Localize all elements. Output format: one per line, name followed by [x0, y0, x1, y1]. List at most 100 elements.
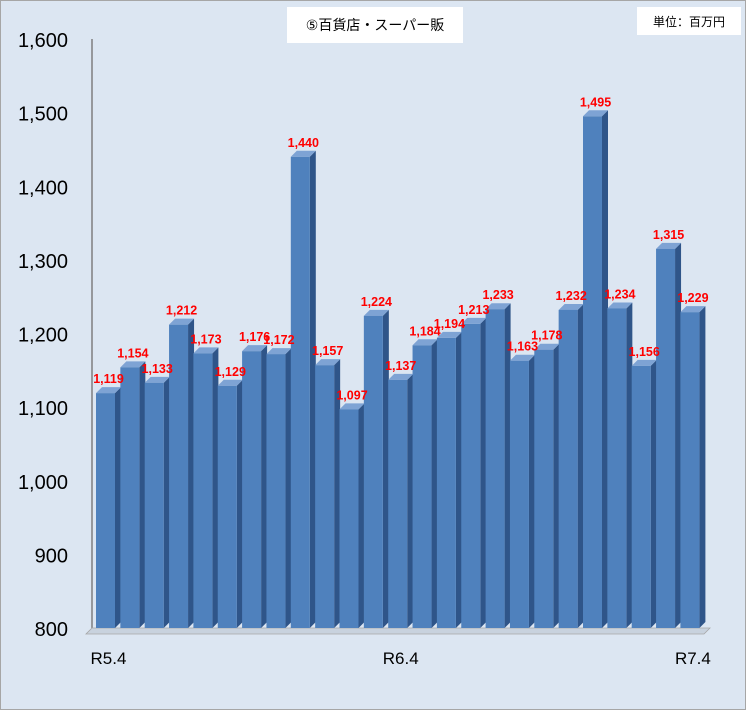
bar-top — [656, 242, 682, 249]
bar-side — [699, 306, 706, 628]
data-label: 1,097 — [336, 388, 367, 402]
bar-side — [236, 379, 243, 628]
data-label: 1,229 — [677, 291, 708, 305]
bar — [388, 379, 408, 628]
chart-title: ⑤百貨店・スーパー販 — [287, 7, 463, 43]
bar — [534, 349, 554, 628]
bar-top — [534, 343, 560, 350]
y-tick-label: 1,300 — [18, 251, 68, 273]
bar-side — [285, 348, 292, 628]
bar — [193, 353, 213, 628]
bar-side — [358, 403, 365, 628]
bar-side — [504, 303, 511, 628]
bar-side — [480, 317, 487, 628]
y-tick-label: 1,400 — [18, 177, 68, 199]
bar-top — [558, 303, 584, 310]
bar-side — [528, 354, 535, 628]
data-label: 1,495 — [580, 95, 611, 109]
bar-top — [412, 339, 438, 346]
data-label: 1,232 — [556, 289, 587, 303]
data-label: 1,129 — [215, 365, 246, 379]
data-label: 1,315 — [653, 228, 684, 242]
bar-top — [120, 361, 146, 368]
data-label: 1,156 — [629, 345, 660, 359]
bar-top — [96, 387, 121, 394]
y-tick-label: 1,600 — [18, 30, 68, 52]
bar-side — [577, 303, 584, 628]
data-label: 1,213 — [458, 303, 489, 317]
x-tick-label: R7.4 — [675, 649, 711, 668]
data-label: 1,178 — [531, 329, 562, 343]
data-label: 1,440 — [288, 136, 319, 150]
bar-top — [583, 110, 608, 117]
data-label: 1,157 — [312, 344, 343, 358]
bar-top — [485, 303, 511, 310]
bar-side — [163, 376, 170, 628]
bar — [363, 315, 383, 628]
bar-side — [675, 242, 682, 629]
bar — [631, 365, 651, 628]
bar-top — [242, 345, 268, 352]
bar — [485, 309, 505, 628]
bar-side — [407, 373, 414, 628]
bar-side — [139, 361, 146, 628]
bar-side — [626, 302, 633, 628]
bar — [607, 308, 627, 628]
y-tick-label: 900 — [35, 545, 68, 567]
bar — [266, 354, 286, 628]
bar-side — [650, 359, 657, 628]
y-tick-label: 1,500 — [18, 104, 68, 126]
bar-top — [315, 359, 341, 366]
bar — [290, 156, 310, 629]
bar-top — [144, 376, 170, 383]
bar — [217, 385, 237, 628]
data-label: 1,173 — [190, 332, 221, 346]
bar-side — [382, 309, 389, 628]
x-tick-label: R5.4 — [91, 649, 127, 668]
data-label: 1,137 — [385, 359, 416, 373]
y-tick-label: 1,000 — [18, 472, 68, 494]
bar-side — [455, 331, 462, 628]
bar-top — [607, 302, 633, 309]
bar — [583, 116, 602, 629]
bar-side — [334, 359, 341, 628]
chart-floor — [85, 627, 711, 635]
bar-top — [193, 347, 219, 354]
bar — [315, 365, 335, 628]
x-tick-label: R6.4 — [383, 649, 419, 668]
bar — [680, 312, 700, 628]
bar — [339, 409, 359, 628]
bar-top — [363, 309, 389, 316]
bar-side — [553, 343, 560, 628]
bar — [461, 323, 481, 628]
y-tick-label: 1,200 — [18, 325, 68, 347]
bar-top — [266, 348, 292, 355]
bar-top — [461, 317, 487, 324]
bar — [96, 393, 115, 628]
bar — [436, 337, 456, 628]
bar-side — [602, 110, 608, 628]
data-label: 1,133 — [142, 362, 173, 376]
bar-top — [509, 354, 535, 361]
bar-top — [339, 403, 365, 410]
data-label: 1,154 — [117, 346, 148, 360]
data-label: 1,234 — [604, 287, 635, 301]
data-label: 1,163 — [507, 340, 538, 354]
bar-top — [680, 306, 706, 313]
bar-top — [290, 150, 316, 157]
bar — [120, 367, 140, 628]
y-tick-label: 800 — [35, 619, 68, 641]
y-tick-label: 1,100 — [18, 398, 68, 420]
bar-top — [436, 331, 462, 338]
data-label: 1,212 — [166, 304, 197, 318]
data-label: 1,194 — [434, 317, 465, 331]
bar-top — [217, 379, 243, 386]
bar — [412, 345, 432, 628]
bar-side — [212, 347, 219, 628]
bar — [242, 351, 262, 628]
data-label: 1,172 — [263, 333, 294, 347]
data-label: 1,184 — [409, 324, 440, 338]
data-label: 1,176 — [239, 330, 270, 344]
data-label: 1,119 — [93, 372, 124, 386]
